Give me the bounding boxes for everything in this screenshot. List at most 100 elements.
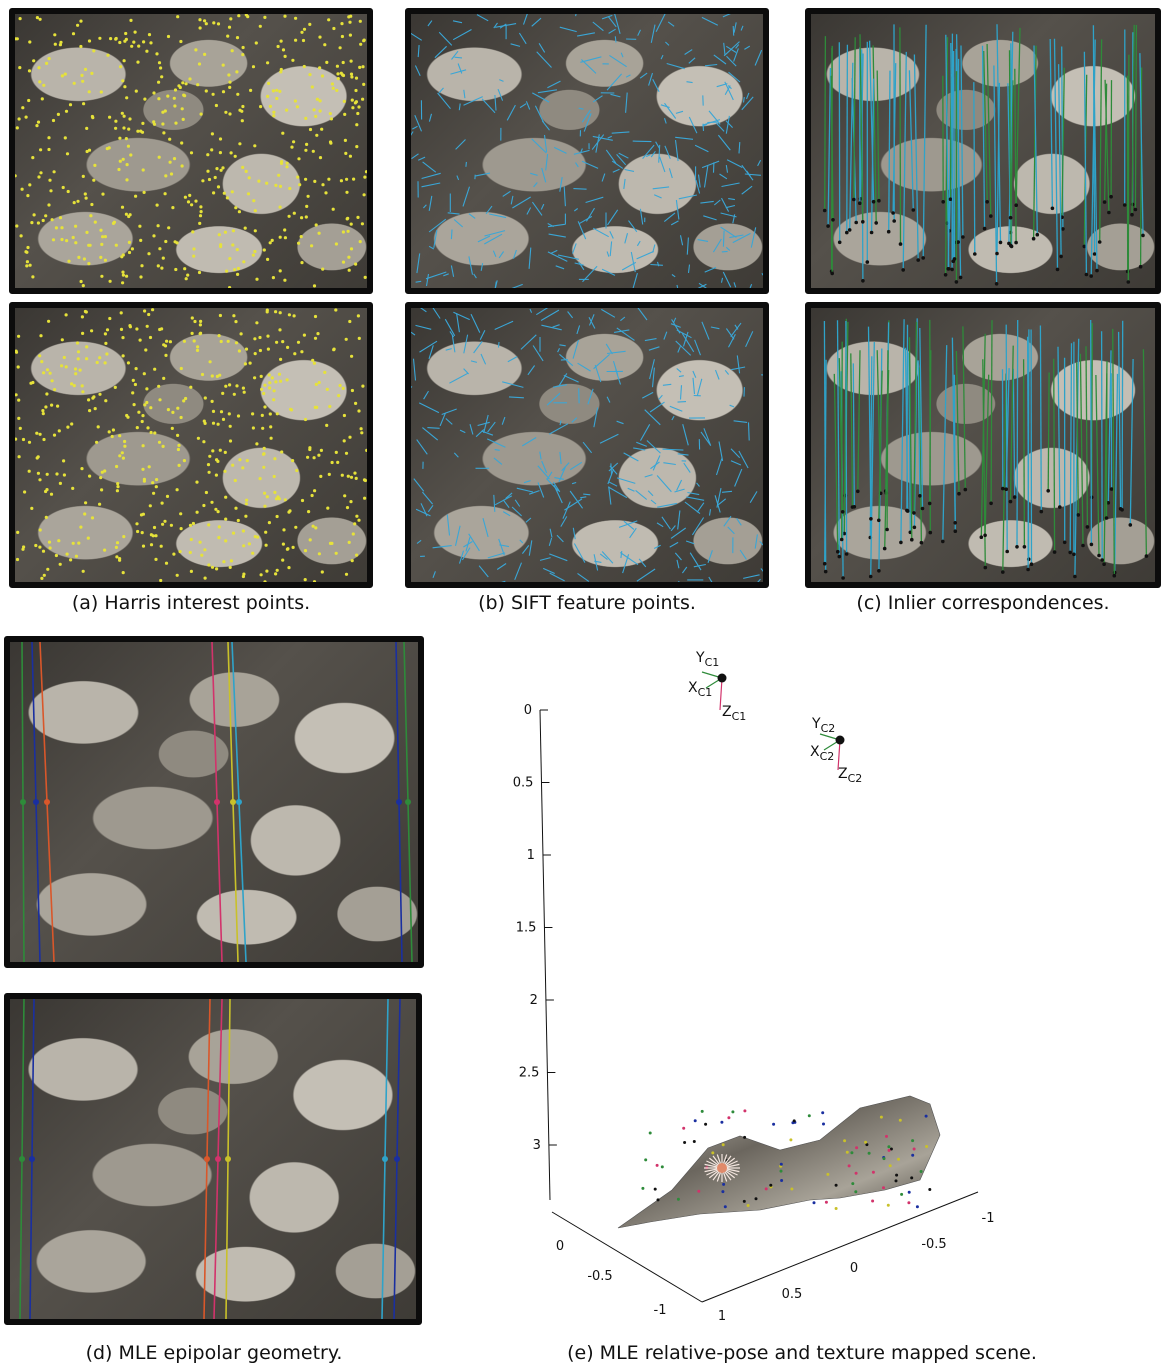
harris-point [283, 498, 287, 502]
inlier-endpoint [1068, 550, 1072, 555]
harris-point [135, 327, 139, 331]
inlier-endpoint [1118, 507, 1123, 511]
harris-point [148, 504, 152, 508]
harris-point [90, 114, 94, 119]
harris-point [152, 234, 156, 238]
sift-vector [691, 517, 705, 536]
sift-vector [717, 134, 731, 151]
sift-vector [701, 160, 720, 169]
sift-vector [677, 453, 689, 456]
sift-vector [601, 268, 616, 276]
harris-point [312, 108, 316, 112]
inlier-endpoint [1138, 264, 1143, 269]
harris-point [45, 488, 49, 492]
inlier-line [878, 370, 883, 521]
sift-vector [525, 101, 531, 110]
sift-vector [412, 358, 417, 381]
harris-point [278, 235, 282, 239]
harris-point [118, 434, 122, 438]
harris-point [307, 510, 311, 514]
harris-point [81, 79, 85, 83]
sift-vector [575, 162, 579, 168]
harris-point [58, 216, 63, 220]
harris-point [306, 455, 310, 459]
sift-vector [441, 408, 457, 416]
z-tick-label: 0.5 [513, 776, 534, 791]
harris-point [330, 460, 334, 465]
sift-vector [688, 116, 698, 134]
harris-point [196, 436, 200, 440]
harris-point [228, 85, 232, 89]
inlier-endpoint [985, 200, 989, 204]
inlier-line [1142, 349, 1148, 557]
harris-point [30, 221, 34, 225]
inlier-endpoint [831, 218, 835, 222]
harris-point [283, 228, 287, 232]
sift-vector [421, 491, 434, 505]
sift-vector [628, 220, 638, 233]
harris-point [318, 66, 322, 70]
harris-point [71, 32, 76, 36]
harris-point [140, 531, 144, 535]
sift-vector [713, 199, 721, 206]
harris-point [191, 230, 195, 234]
inlier-line [1099, 39, 1103, 243]
surface-point [780, 1179, 784, 1182]
harris-point [222, 191, 226, 195]
harris-point [160, 327, 164, 331]
harris-point [114, 545, 118, 549]
harris-point [81, 331, 85, 335]
harris-point [53, 33, 57, 37]
inlier-line [857, 350, 861, 492]
sift-vector [700, 200, 714, 204]
sift-vector [555, 265, 565, 270]
harris-point [47, 57, 51, 61]
inlier-endpoint [1082, 244, 1087, 249]
epipolar-image-bottom [4, 993, 422, 1325]
inlier-line [990, 320, 993, 504]
harris-point [118, 557, 122, 561]
harris-point [221, 90, 226, 94]
sift-vector [662, 383, 672, 386]
inlier-endpoint [852, 505, 857, 509]
sift-vector [724, 369, 730, 375]
sift-vector [475, 429, 485, 438]
sift-vector [601, 14, 613, 20]
sift-vector [736, 517, 742, 526]
sift-vector [674, 488, 685, 493]
sift-vector [730, 322, 742, 338]
sift-vector [494, 281, 497, 288]
sift-vector [678, 194, 698, 200]
harris-point [194, 199, 198, 203]
inlier-endpoint [1012, 495, 1017, 499]
sift-vector [688, 57, 696, 64]
harris-point [17, 416, 21, 420]
harris-point [38, 528, 42, 532]
sift-vector [636, 568, 656, 582]
sift-vector [581, 59, 597, 74]
harris-point [35, 124, 39, 128]
sift-vector [642, 391, 654, 399]
harris-point [21, 437, 26, 442]
harris-point [236, 518, 240, 523]
harris-point [249, 88, 253, 92]
harris-point [193, 319, 197, 324]
surface-point [743, 1109, 747, 1113]
harris-point [171, 410, 175, 414]
harris-point [334, 242, 338, 246]
harris-point [180, 107, 184, 111]
harris-point [157, 97, 161, 101]
harris-point [210, 148, 214, 152]
harris-point [121, 273, 125, 277]
sift-vector [729, 404, 735, 408]
harris-point [74, 554, 78, 558]
inlier-endpoint [1008, 499, 1013, 504]
harris-point [16, 365, 20, 369]
harris-point [247, 176, 251, 180]
harris-point [158, 247, 162, 251]
sift-vector [609, 241, 613, 257]
inlier-line [1095, 374, 1100, 556]
harris-point [313, 314, 318, 319]
harris-point [39, 334, 43, 338]
surface-point [847, 1164, 851, 1168]
